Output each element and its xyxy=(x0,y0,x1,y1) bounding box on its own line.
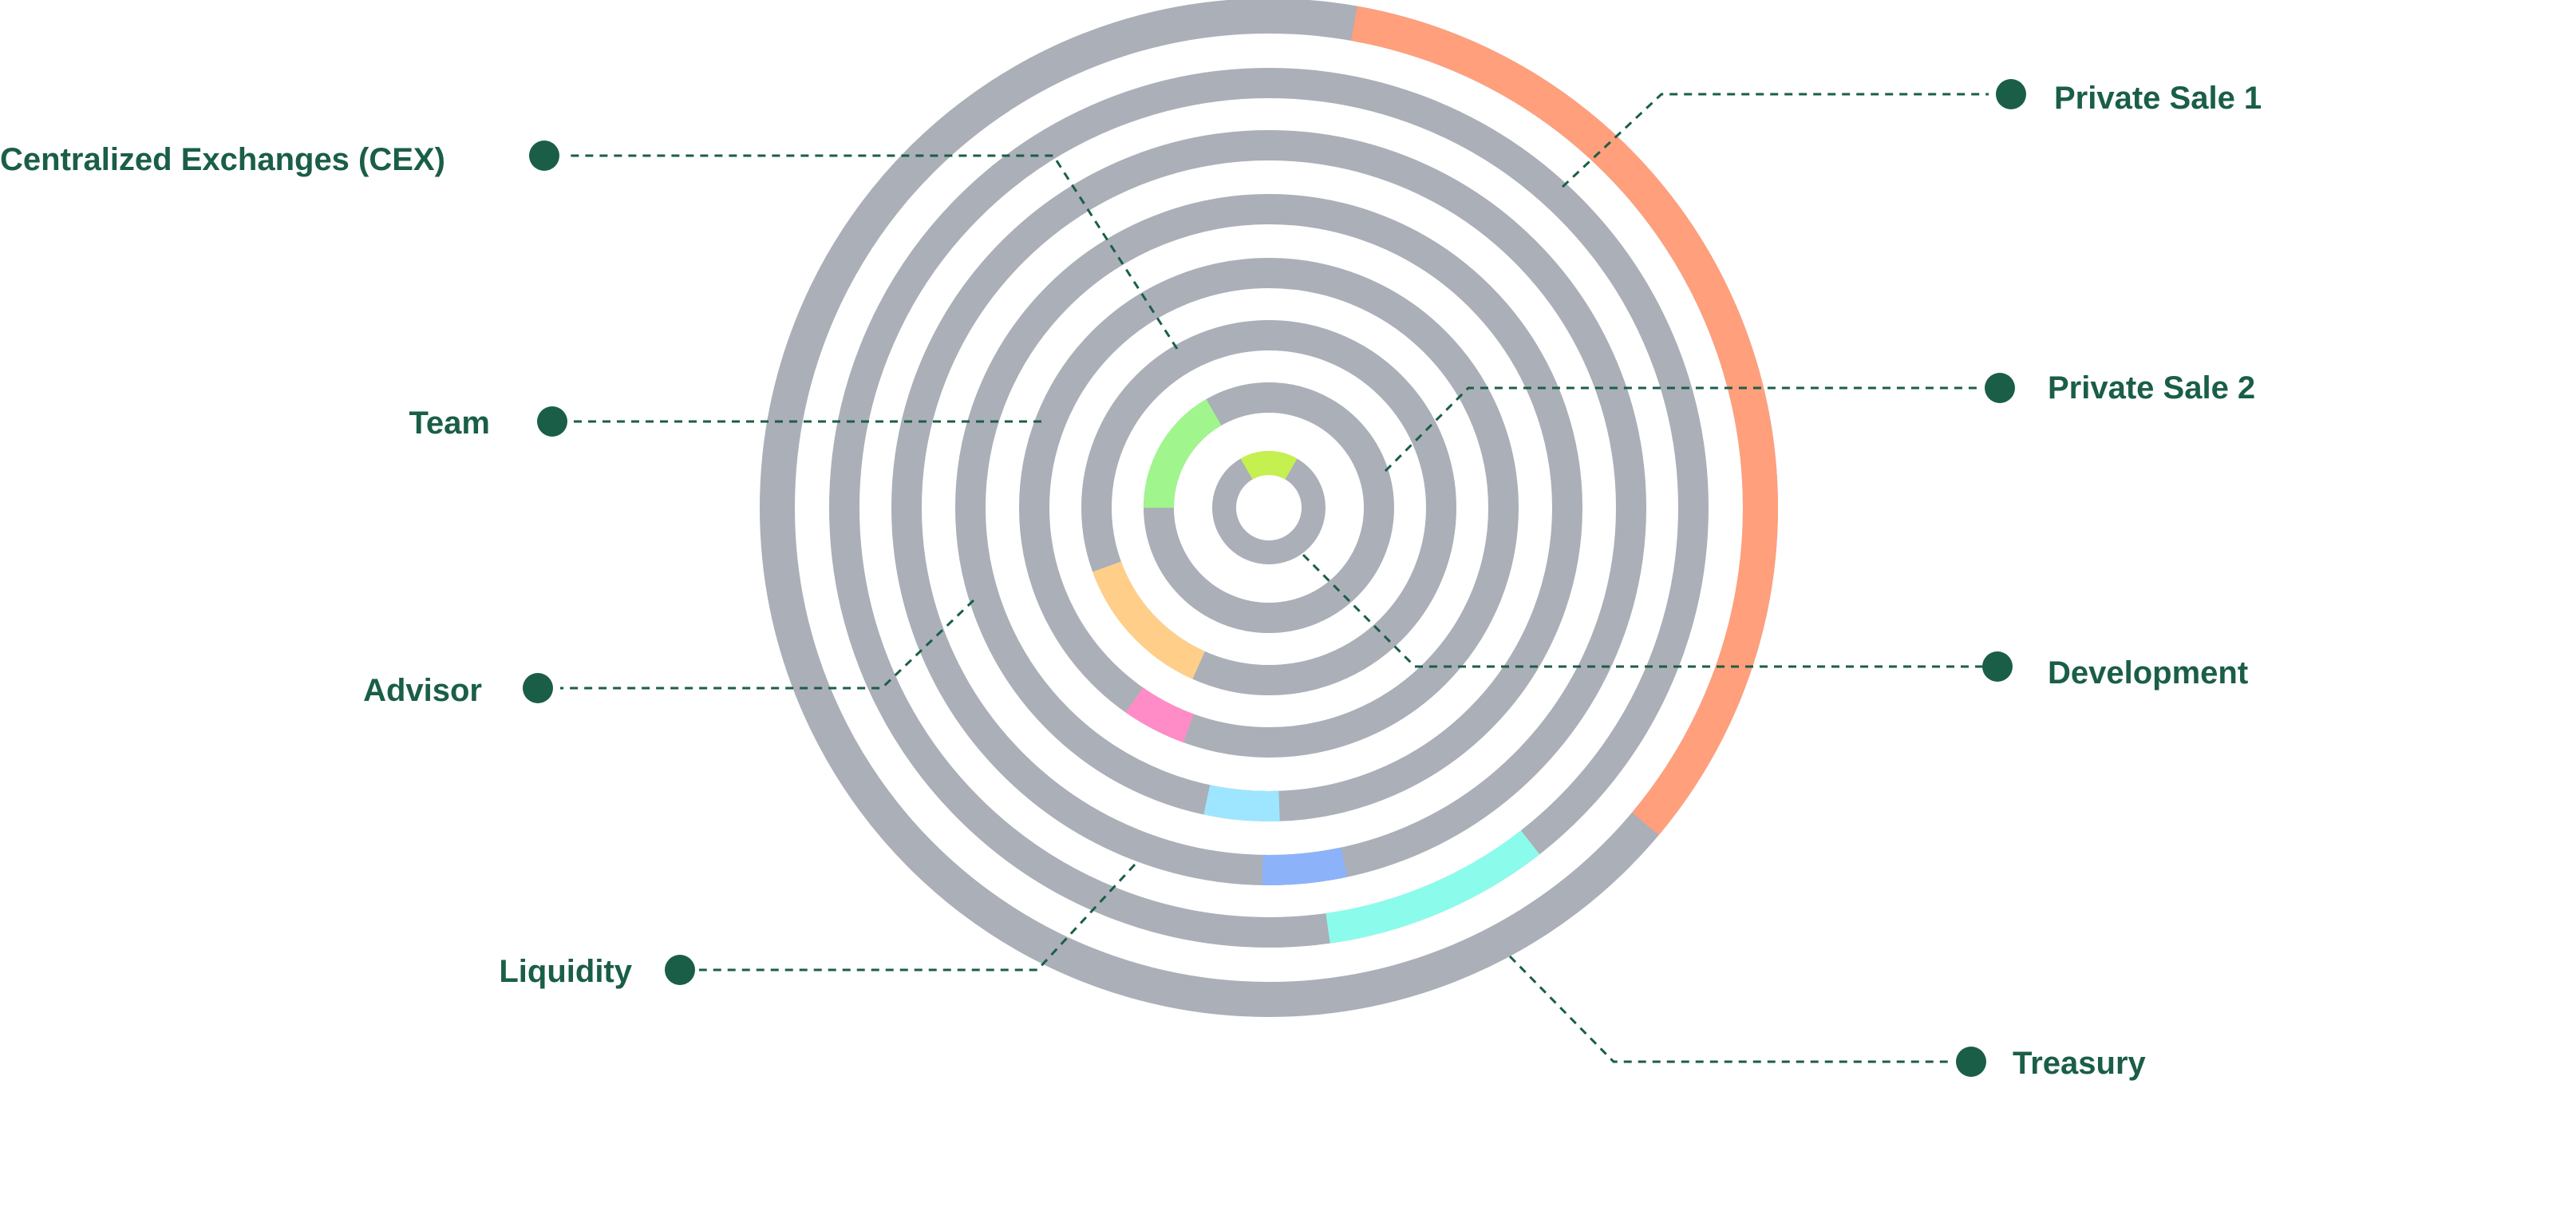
label-liquidity: Liquidity xyxy=(499,954,632,989)
ring-track-development xyxy=(1212,451,1326,564)
legend-dot-advisor xyxy=(523,673,553,703)
legend-dots-layer xyxy=(523,79,2026,1077)
ring-segment-development xyxy=(1240,451,1298,480)
ring-segment-centralized-exchanges-cex xyxy=(1144,399,1222,509)
ring-track-advisor xyxy=(1019,258,1519,758)
label-centralized-exchanges: Centralized Exchanges (CEX) xyxy=(0,142,445,177)
ring-segment-team xyxy=(1092,561,1206,679)
label-private-sale-2: Private Sale 2 xyxy=(2048,370,2255,406)
legend-dot-centralized-exchanges-cex xyxy=(529,140,559,171)
rings-layer xyxy=(760,0,1778,1017)
label-team: Team xyxy=(409,406,490,441)
ring-track-treasury xyxy=(829,68,1709,948)
leader-line-treasury xyxy=(1508,955,1951,1063)
leader-line-private-sale-1 xyxy=(1561,93,1989,188)
ring-segment-private-sale-1 xyxy=(1351,6,1778,836)
legend-dot-liquidity xyxy=(665,955,695,985)
leader-line-private-sale-2 xyxy=(1384,386,1977,473)
legend-dot-private-sale-1 xyxy=(1996,79,2026,109)
legend-dot-development xyxy=(1982,651,2013,682)
label-development: Development xyxy=(2048,655,2248,691)
leader-lines-layer xyxy=(560,93,1991,1063)
legend-dot-private-sale-2 xyxy=(1985,373,2015,403)
ring-track-liquidity xyxy=(955,194,1582,821)
legend-labels-layer: Development Centralized Exchanges (CEX) … xyxy=(0,81,2262,1081)
label-advisor: Advisor xyxy=(363,673,482,708)
legend-dot-team xyxy=(537,406,567,437)
leader-line-liquidity xyxy=(699,863,1136,972)
label-treasury: Treasury xyxy=(2013,1046,2147,1081)
legend-dot-treasury xyxy=(1956,1047,1986,1077)
ring-segment-treasury xyxy=(1326,830,1540,944)
ring-segment-advisor xyxy=(1125,687,1195,743)
ring-segment-private-sale-2 xyxy=(1262,847,1348,885)
label-private-sale-1: Private Sale 1 xyxy=(2054,81,2262,116)
ring-segment-liquidity xyxy=(1203,785,1280,821)
ring-track-team xyxy=(1081,320,1456,695)
ring-track-private-sale-2 xyxy=(891,130,1646,885)
leader-line-centralized-exchanges-cex xyxy=(568,154,1179,350)
